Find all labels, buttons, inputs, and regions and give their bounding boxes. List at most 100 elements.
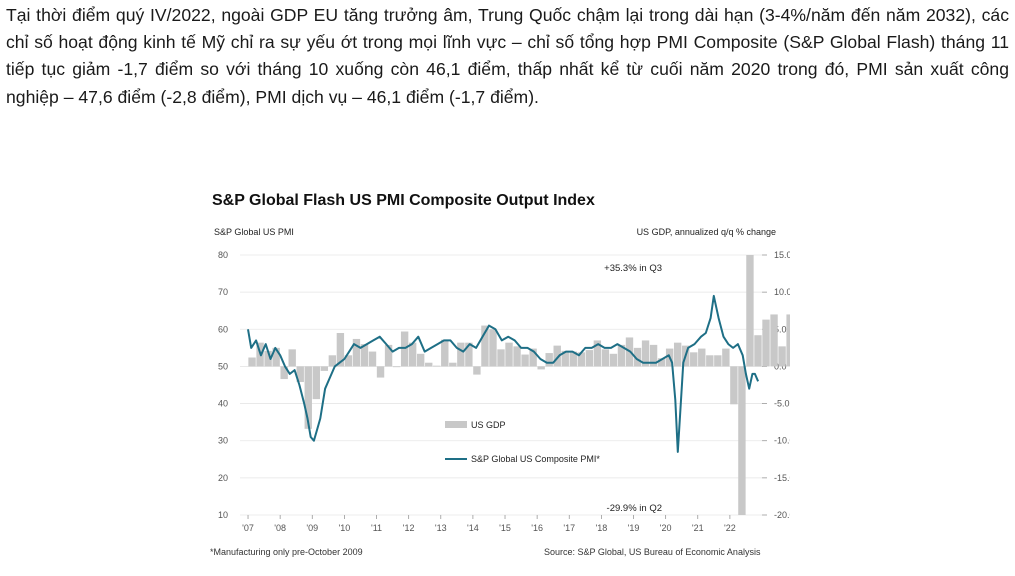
gdp-bar [513,346,521,367]
gdp-bar [481,325,489,367]
gdp-bar [328,355,337,367]
chart-svg: S&P Global US PMI US GDP, annualized q/q … [214,227,790,533]
left-tick-label: 70 [218,287,228,297]
gdp-bar [360,344,369,367]
gdp-bar [288,349,296,367]
legend-pmi-label: S&P Global US Composite PMI* [471,454,600,464]
gdp-bar [272,347,280,367]
gdp-bar [657,358,666,367]
gdp-bar [489,329,497,367]
left-tick-label: 60 [218,324,228,334]
x-tick-label: '08 [274,523,286,533]
x-tick-label: '16 [531,523,543,533]
gdp-bar [304,366,312,429]
gdp-bar [641,340,650,367]
gdp-bar [762,319,770,367]
pmi-line [247,294,760,453]
gdp-bar [248,357,256,367]
gdp-bar [786,314,790,367]
gdp-bar [754,335,762,367]
gdp-bar [593,340,602,367]
x-tick-label: '14 [467,523,479,533]
gdp-bar [392,366,401,368]
gdp-bar [706,355,714,367]
x-tick-label: '12 [403,523,415,533]
gdp-bar [376,366,385,378]
chart-footnote: *Manufacturing only pre-October 2009 [210,547,363,557]
x-tick-label: '10 [339,523,351,533]
gdp-bar [441,339,449,367]
gdp-bar [673,342,682,367]
legend-gdp-swatch [445,421,467,428]
annotation-q2: -29.9% in Q2 [607,503,662,514]
x-tick-label: '17 [563,523,575,533]
gdp-bar [609,353,618,367]
intro-paragraph: Tại thời điểm quý IV/2022, ngoài GDP EU … [6,5,1009,107]
gdp-bar [698,348,706,367]
gdp-bar [529,348,537,367]
left-tick-label: 30 [218,436,228,446]
right-axis-label: US GDP, annualized q/q % change [637,227,776,237]
x-tick-label: '11 [371,523,382,533]
gdp-bar [770,314,778,367]
x-tick-label: '15 [499,523,511,533]
gdp-bar [400,331,409,367]
gdp-bar [449,362,457,367]
gdp-bar [425,362,433,367]
x-tick-label: '18 [596,523,608,533]
chart-title: S&P Global Flash US PMI Composite Output… [212,192,595,209]
right-tick-label: 5.0 [774,324,787,334]
gdp-bar [320,366,329,371]
gdp-bar [368,351,377,367]
legend-gdp-label: US GDP [471,420,506,430]
x-tick-label: '19 [628,523,640,533]
gdp-bar [352,338,361,367]
gdp-bar [649,344,658,367]
gdp-bar [746,255,754,367]
right-tick-label: 10.0 [774,287,790,297]
gdp-bar [561,350,569,367]
x-tick-label: '20 [660,523,672,533]
annotation-q3: +35.3% in Q3 [604,263,662,274]
pmi-chart-figure: S&P Global Flash US PMI Composite Output… [200,188,790,576]
left-tick-label: 80 [218,250,228,260]
gdp-bar [433,365,441,367]
gdp-bar [336,333,345,367]
gdp-bar [312,366,320,400]
gdp-bar [545,353,553,367]
right-tick-label: -10.0 [774,436,790,446]
gdp-bar [617,344,626,367]
gdp-bar [690,352,698,367]
gdp-bar [280,366,288,380]
right-tick-label: -5.0 [774,399,790,409]
gdp-bar [505,342,513,367]
gdp-bar [408,342,417,367]
chart-source: Source: S&P Global, US Bureau of Economi… [544,547,761,557]
gdp-bar [384,344,393,367]
gdp-bar [457,342,465,367]
gdp-bar [569,351,577,367]
gdp-bar [521,354,529,367]
gdp-bar [296,366,304,383]
gdp-bar [633,347,642,367]
left-axis-label: S&P Global US PMI [214,227,294,237]
gdp-bar [465,342,473,367]
right-tick-label: -20.0 [774,510,790,520]
gdp-bar [778,346,786,367]
left-tick-label: 50 [218,361,228,371]
gdp-bar [344,355,353,367]
left-tick-label: 40 [218,399,228,409]
left-tick-label: 20 [218,473,228,483]
gdp-bar [714,355,722,367]
right-tick-label: 15.0 [774,250,790,260]
gdp-bar [601,349,610,367]
x-tick-label: '07 [242,523,254,533]
right-tick-label: -15.0 [774,473,790,483]
gdp-bar [497,349,505,367]
x-tick-label: '09 [306,523,318,533]
x-tick-label: '13 [435,523,447,533]
gdp-bar [585,350,594,367]
x-tick-label: '21 [692,523,704,533]
x-tick-label: '22 [724,523,736,533]
gdp-bar [577,352,586,367]
